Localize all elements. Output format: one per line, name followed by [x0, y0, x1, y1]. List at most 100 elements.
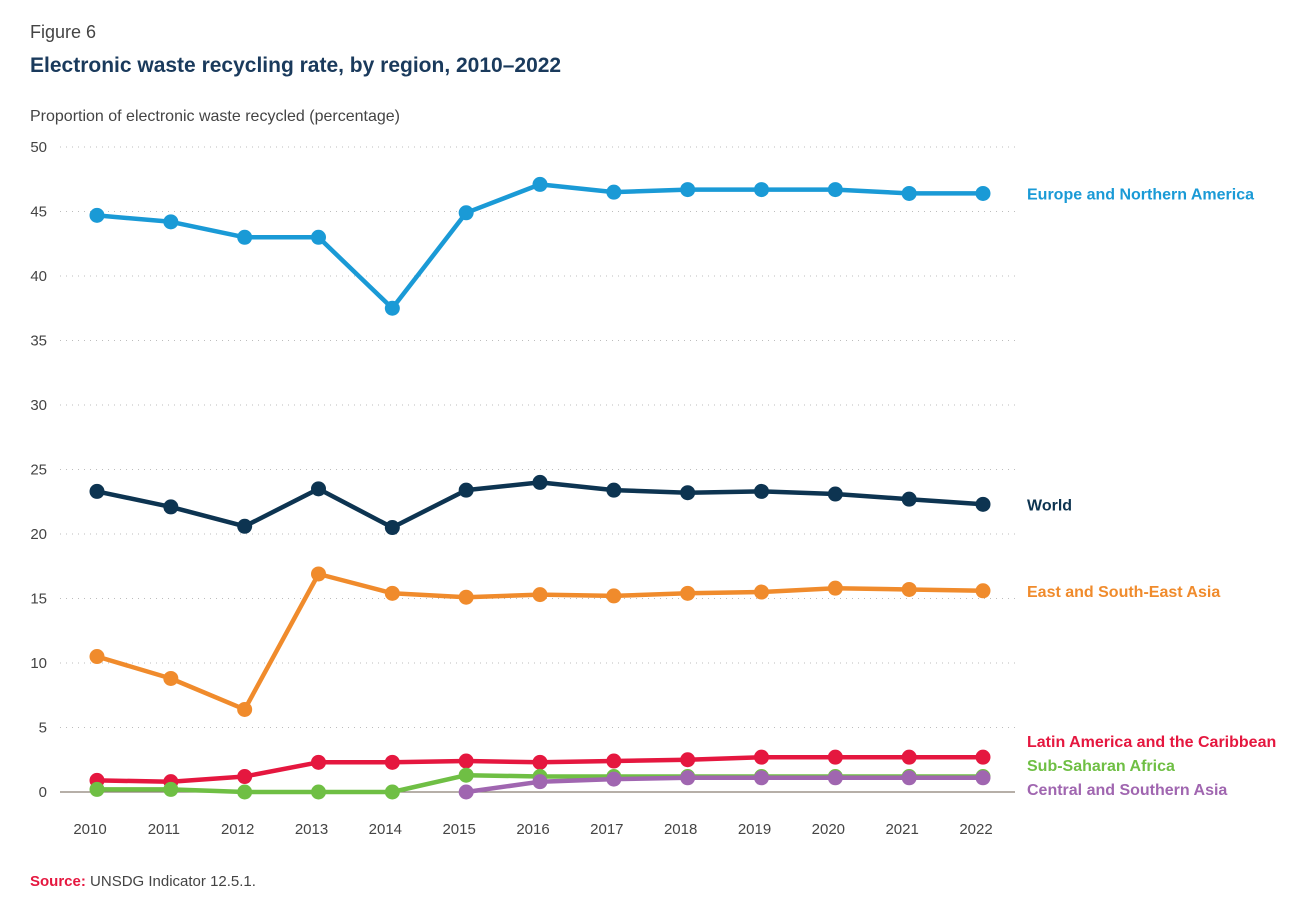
y-tick-label: 10 [30, 655, 47, 672]
y-tick-label: 45 [30, 204, 47, 221]
series-europe-and-northern-america [89, 176, 991, 316]
x-tick-label: 2014 [369, 821, 402, 838]
x-axis-ticks: 2010 2011 2012 2013 2014 2015 2016 2017 2018 2019… [73, 821, 992, 838]
data-point [458, 753, 474, 769]
data-point [237, 769, 253, 785]
series-world [89, 474, 991, 536]
data-point [163, 499, 179, 515]
x-tick-label: 2021 [885, 821, 918, 838]
data-point [901, 581, 917, 597]
data-point [975, 749, 991, 765]
data-point [89, 207, 105, 223]
y-axis-ticks: 0 5 10 15 20 25 30 35 40 45 50 [30, 139, 47, 801]
data-point [384, 300, 400, 316]
data-point [163, 781, 179, 797]
data-point [680, 485, 696, 501]
data-point [458, 767, 474, 783]
data-point [827, 770, 843, 786]
data-point [163, 214, 179, 230]
data-point [384, 585, 400, 601]
data-point [311, 754, 326, 770]
data-point [237, 229, 253, 245]
figure-label: Figure 6 [30, 22, 97, 42]
series-line [463, 775, 986, 795]
series-east-and-south-east-asia [89, 566, 991, 717]
data-point [827, 580, 843, 596]
data-point [606, 184, 622, 200]
y-tick-label: 25 [30, 462, 47, 479]
data-point [532, 176, 548, 192]
data-point [754, 770, 769, 786]
data-point [89, 483, 105, 499]
data-point [311, 566, 326, 582]
data-point [754, 483, 769, 499]
data-point [901, 749, 917, 765]
y-tick-label: 0 [39, 784, 47, 801]
data-point [237, 784, 253, 800]
data-point [606, 588, 622, 604]
data-point [754, 584, 769, 600]
data-point [458, 482, 474, 498]
series-label: Central and Southern Asia [1027, 782, 1227, 799]
data-point [975, 496, 991, 512]
series-central-and-southern-asia [458, 770, 991, 800]
data-point [680, 182, 696, 198]
y-tick-label: 40 [30, 268, 47, 285]
x-tick-label: 2019 [738, 821, 771, 838]
x-tick-label: 2016 [516, 821, 549, 838]
y-axis-label: Proportion of electronic waste recycled … [30, 108, 400, 125]
data-point [975, 770, 991, 786]
data-point [384, 754, 400, 770]
data-point [827, 749, 843, 765]
x-tick-label: 2011 [148, 821, 180, 838]
data-point [606, 753, 622, 769]
series-label: East and South-East Asia [1027, 584, 1220, 601]
source-note: Source: UNSDG Indicator 12.5.1. [30, 873, 256, 890]
source-text: UNSDG Indicator 12.5.1. [85, 873, 256, 890]
data-point [532, 474, 548, 490]
series-label: World [1027, 497, 1072, 514]
data-point [606, 771, 622, 787]
series-line [94, 182, 986, 311]
y-tick-label: 30 [30, 397, 47, 414]
y-tick-label: 15 [30, 591, 47, 608]
y-tick-label: 50 [30, 139, 47, 156]
x-tick-label: 2010 [73, 821, 106, 838]
data-point [901, 185, 917, 201]
series-label: Europe and Northern America [1027, 186, 1254, 203]
source-key: Source: [30, 873, 86, 890]
data-point [680, 752, 696, 768]
data-point [89, 781, 105, 797]
x-tick-label: 2013 [295, 821, 328, 838]
data-point [532, 754, 548, 770]
data-point [237, 518, 253, 534]
data-point [532, 774, 548, 790]
data-point [311, 481, 326, 497]
series-label: Latin America and the Caribbean [1027, 734, 1276, 751]
series-label: Sub-Saharan Africa [1027, 758, 1175, 775]
data-point [532, 587, 548, 603]
data-point [827, 182, 843, 198]
data-point [458, 205, 474, 221]
series-latin-america-and-the-caribbean [89, 749, 991, 790]
data-point [975, 185, 991, 201]
series-labels: Europe and Northern America World East and… [1027, 186, 1276, 799]
data-point [901, 770, 917, 786]
data-point [311, 784, 326, 800]
x-tick-label: 2022 [959, 821, 992, 838]
data-point [237, 701, 253, 717]
data-point [901, 491, 917, 507]
data-point [311, 229, 326, 245]
data-point [975, 583, 991, 599]
data-point [754, 749, 769, 765]
chart-title: Electronic waste recycling rate, by regi… [30, 54, 562, 77]
data-point [458, 784, 474, 800]
data-point [384, 784, 400, 800]
data-point [458, 589, 474, 605]
x-tick-label: 2018 [664, 821, 697, 838]
y-tick-label: 5 [39, 720, 47, 737]
x-tick-label: 2012 [221, 821, 254, 838]
data-point [754, 182, 769, 198]
x-tick-label: 2017 [590, 821, 623, 838]
